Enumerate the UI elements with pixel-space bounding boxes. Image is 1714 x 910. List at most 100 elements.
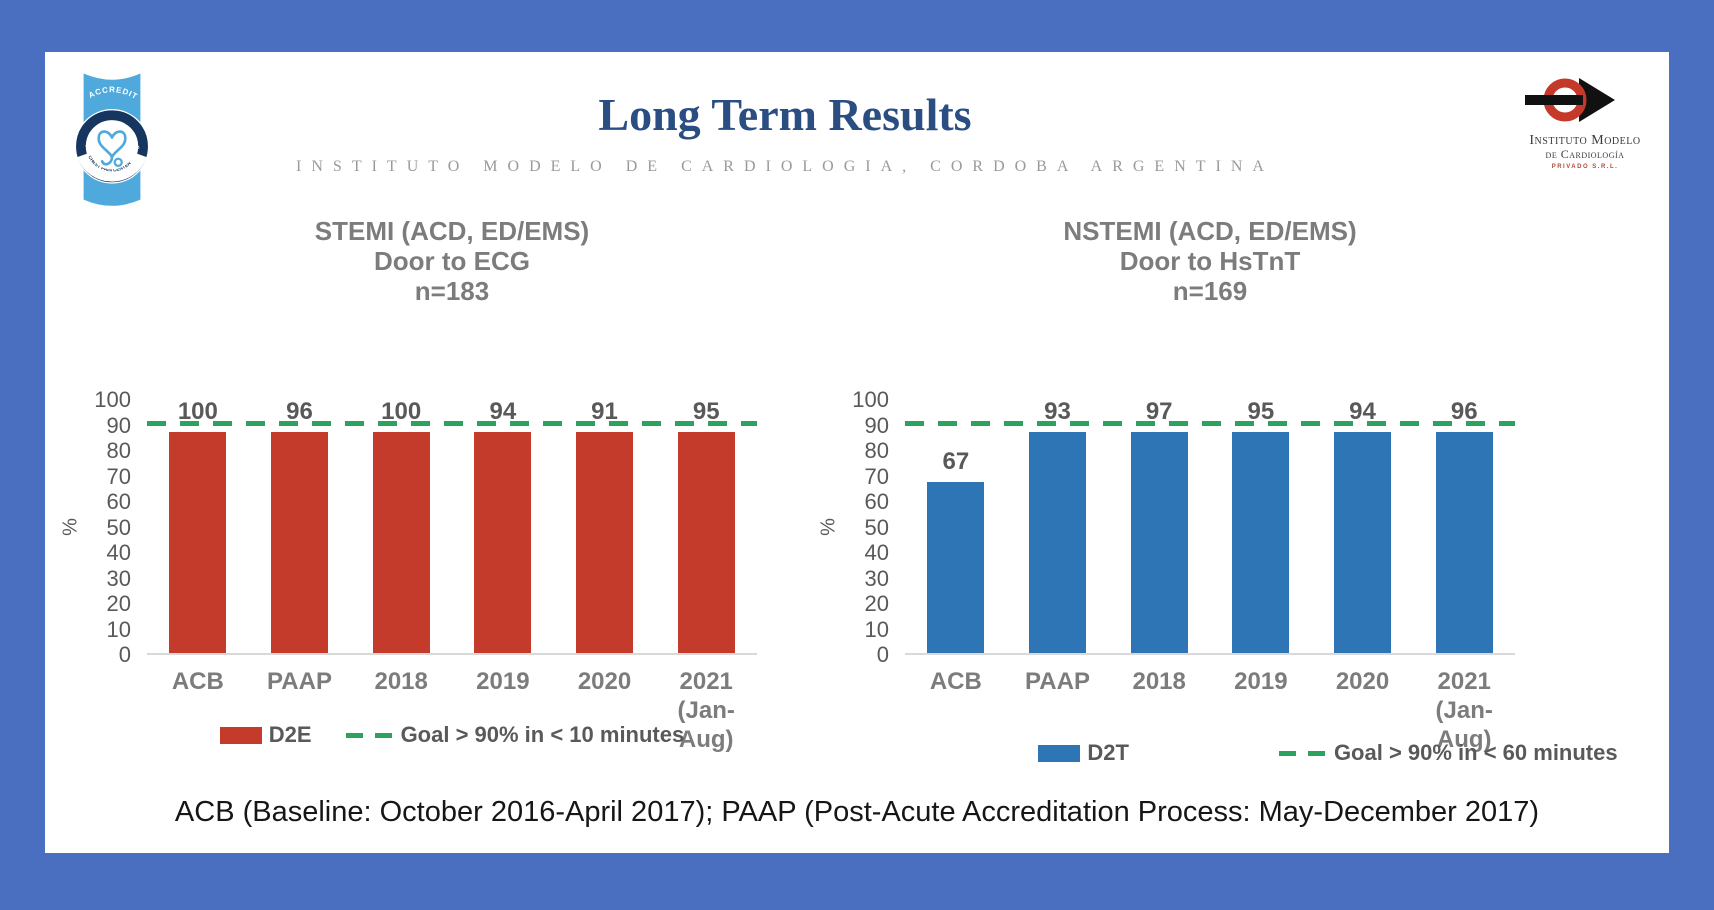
bar-slot: 100 xyxy=(147,398,249,653)
y-tick-label: 10 xyxy=(106,616,131,642)
bar-slot: 100 xyxy=(350,398,452,653)
legend-goal-dash-icon xyxy=(345,732,394,738)
y-tick-label: 70 xyxy=(106,463,131,489)
x-axis-labels: ACB PAAP 2018 2019 2020 2021 (Jan-Aug) xyxy=(147,667,757,754)
x-axis-label-text: 2019 xyxy=(476,668,530,695)
page-subtitle: INSTITUTO MODELO DE CARDIOLOGIA, CORDOBA… xyxy=(296,158,1274,175)
bar xyxy=(372,432,430,653)
x-axis-label: 2021 (Jan-Aug) xyxy=(1413,667,1515,754)
x-axis-label-text: PAAP xyxy=(1025,668,1090,695)
x-axis-label: 2019 xyxy=(452,667,554,754)
bar xyxy=(271,432,328,653)
y-axis: 0 10 20 30 40 50 60 70 80 90 100% xyxy=(60,387,147,667)
legend-bar-swatch-icon xyxy=(219,726,262,744)
y-tick-label: 10 xyxy=(864,616,889,642)
legend-item: D2T xyxy=(1038,740,1129,766)
x-axis-label: 2019 xyxy=(1210,667,1312,754)
y-tick-label: 30 xyxy=(106,565,131,591)
imc-name-line2: de Cardiología xyxy=(1546,147,1625,161)
bar xyxy=(1435,432,1493,653)
y-tick-label: 0 xyxy=(876,642,889,667)
y-tick-label: 20 xyxy=(864,591,889,616)
y-tick-label: 60 xyxy=(864,489,889,514)
y-tick-label: 60 xyxy=(106,489,131,514)
page-title: Long Term Results xyxy=(598,89,972,140)
x-axis-label-text: ACB xyxy=(171,668,224,695)
plot-area: 67 93 97 95 94 96 xyxy=(905,398,1515,655)
bar xyxy=(1232,432,1290,653)
legend-bar-swatch-icon xyxy=(1038,744,1081,762)
y-axis-title: % xyxy=(59,517,82,536)
acc-accredited-chest-pain-center-logo: ACCREDITED AMERICAN COLLEGE OF CARDIOLOG… xyxy=(61,63,163,212)
stemi-door-to-ecg-chart: STEMI (ACD, ED/EMS) Door to ECG n=183 0 10 2… xyxy=(60,212,765,782)
legend-item: Goal > 90% in < 10 minutes xyxy=(345,722,685,748)
x-axis-label-text: PAAP xyxy=(267,668,332,695)
legend-label: D2E xyxy=(268,722,312,747)
chart-title-line-1: NSTEMI (ACD, ED/EMS) xyxy=(1063,216,1357,246)
bar xyxy=(1130,432,1188,653)
y-axis-title: % xyxy=(817,517,840,536)
bar-slot: 94 xyxy=(452,398,554,653)
x-axis-label-text: 2020 xyxy=(1335,668,1390,695)
x-axis-label-text: 2021 xyxy=(1437,668,1491,695)
x-axis-label: ACB xyxy=(147,667,249,754)
goal-line xyxy=(147,420,757,426)
legend-goal-dash-icon xyxy=(1278,750,1327,756)
goal-line xyxy=(905,420,1515,426)
x-axis-label: PAAP xyxy=(249,667,351,754)
y-tick-label: 20 xyxy=(106,591,131,616)
bar xyxy=(1029,432,1086,653)
bar-value-label: 67 xyxy=(942,448,970,476)
x-axis-label-text: 2018 xyxy=(1132,668,1186,695)
y-tick-label: 0 xyxy=(118,642,131,667)
bar xyxy=(169,432,227,653)
instituto-modelo-logo: Instituto Modelo de Cardiología PRIVADO … xyxy=(1507,68,1663,172)
bar-slot: 94 xyxy=(1312,398,1414,653)
x-axis-label-text: 2018 xyxy=(374,668,428,695)
bar-slot: 97 xyxy=(1108,398,1210,653)
y-tick-label: 40 xyxy=(864,540,889,565)
y-tick-label: 50 xyxy=(864,514,889,540)
legend-label: Goal > 90% in < 60 minutes xyxy=(1333,740,1618,765)
y-tick-label: 80 xyxy=(106,438,131,463)
bar xyxy=(677,432,735,653)
bar-slot: 91 xyxy=(554,398,656,653)
slide: ACCREDITED AMERICAN COLLEGE OF CARDIOLOG… xyxy=(45,52,1669,853)
bar xyxy=(474,432,532,653)
x-axis-labels: ACB PAAP 2018 2019 2020 2021 (Jan-Aug) xyxy=(905,667,1515,754)
legend-item: Goal > 90% in < 60 minutes xyxy=(1278,740,1618,766)
y-tick-label: 50 xyxy=(106,514,131,540)
y-tick-label: 80 xyxy=(864,438,889,463)
imc-logo-icon: Instituto Modelo de Cardiología PRIVADO … xyxy=(1525,78,1640,170)
y-tick-label: 30 xyxy=(864,565,889,591)
chart-title-line-2: Door to HsTnT xyxy=(1119,246,1301,276)
legend-label: Goal > 90% in < 10 minutes xyxy=(400,722,685,747)
legend-item: D2E xyxy=(219,722,312,748)
chart-legend: D2E Goal > 90% in < 10 minutes xyxy=(147,722,757,748)
chart-title: STEMI (ACD, ED/EMS) Door to ECG n=183 xyxy=(147,216,757,306)
bar-slot: 95 xyxy=(655,398,757,653)
bar-slot: 67 xyxy=(905,398,1007,653)
y-tick-label: 90 xyxy=(106,412,131,438)
x-axis-label: 2018 xyxy=(350,667,452,754)
x-axis-label-text: 2021 xyxy=(679,668,733,695)
bar-slot: 96 xyxy=(1413,398,1515,653)
x-axis-label: 2018 xyxy=(1108,667,1210,754)
bar xyxy=(927,482,985,653)
y-tick-label: 40 xyxy=(106,540,131,565)
chart-legend: D2T Goal > 90% in < 60 minutes xyxy=(1023,740,1633,766)
x-axis-label: 2020 xyxy=(554,667,656,754)
stethoscope-heart-icon xyxy=(97,130,127,166)
chart-title-line-2: Door to ECG xyxy=(374,246,530,276)
footnote: ACB (Baseline: October 2016-April 2017);… xyxy=(174,796,1540,828)
x-axis-label-text: 2019 xyxy=(1234,668,1288,695)
chart-title-line-3: n=183 xyxy=(414,276,490,306)
acc-badge-icon: ACCREDITED AMERICAN COLLEGE OF CARDIOLOG… xyxy=(64,63,150,206)
bar-slot: 93 xyxy=(1007,398,1109,653)
x-axis-label-subtext: (Jan-Aug) xyxy=(677,697,735,753)
bar xyxy=(1334,432,1392,653)
legend-label: D2T xyxy=(1087,740,1129,765)
x-axis-label: ACB xyxy=(905,667,1007,754)
chart-title-line-3: n=169 xyxy=(1172,276,1248,306)
